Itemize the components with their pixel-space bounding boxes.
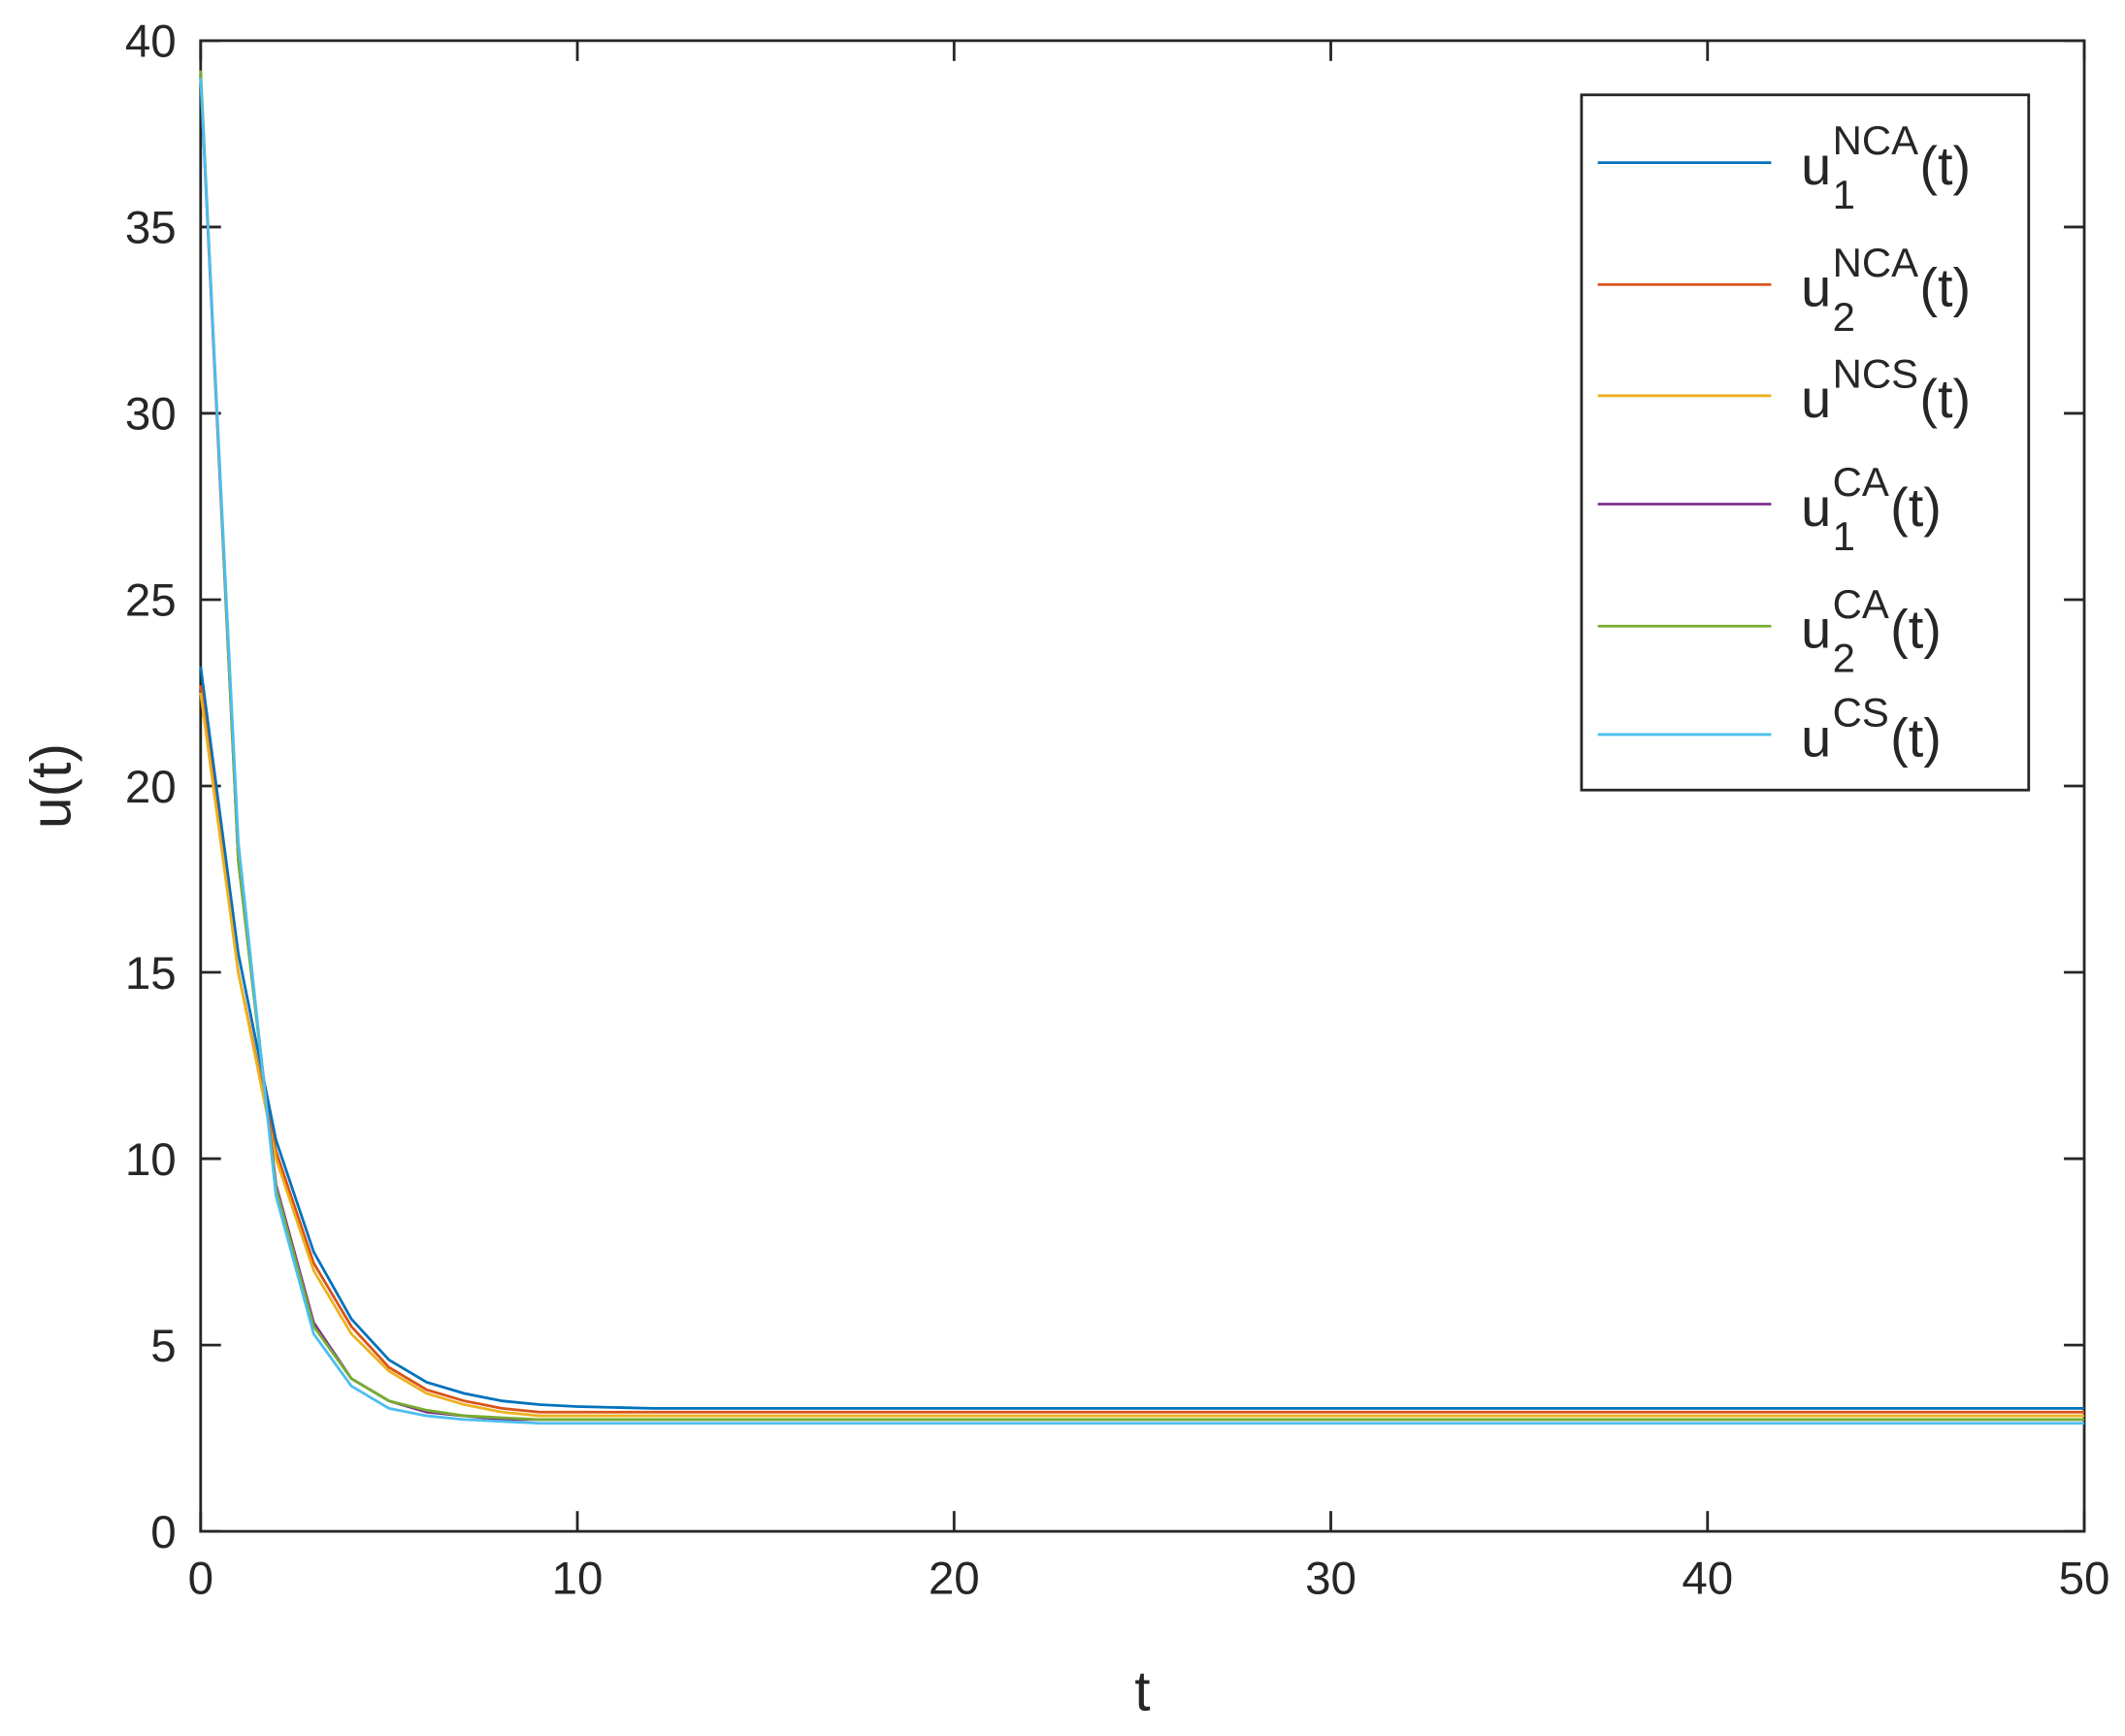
y-tick-label: 35 (125, 203, 177, 254)
x-tick-label: 40 (1682, 1553, 1733, 1604)
series-line (199, 685, 2085, 1414)
series-line (199, 78, 2085, 1425)
legend-label-rest: (t) (1919, 257, 1971, 318)
legend-label: u (1801, 368, 1831, 429)
x-tick-label: 30 (1305, 1553, 1357, 1604)
legend-label: u (1801, 599, 1831, 660)
series-line (199, 666, 2085, 1410)
x-tick-label: 0 (188, 1553, 213, 1604)
y-tick-label: 30 (125, 389, 177, 441)
y-tick-label: 0 (150, 1507, 176, 1558)
x-axis-label: t (1134, 1659, 1150, 1722)
legend-label-sup: NCS (1833, 350, 1918, 396)
legend-label: u (1801, 257, 1831, 318)
legend-label-sup: CS (1833, 690, 1889, 736)
y-axis-label: u(t) (20, 743, 83, 829)
legend-label: u (1801, 135, 1831, 196)
y-tick-label: 15 (125, 948, 177, 999)
legend-label-sup: NCA (1833, 117, 1918, 163)
legend-label-rest: (t) (1919, 135, 1971, 196)
y-tick-label: 20 (125, 762, 177, 813)
legend-label-rest: (t) (1919, 368, 1971, 429)
y-tick-label: 10 (125, 1134, 177, 1186)
legend-label-rest: (t) (1890, 706, 1942, 768)
x-tick-label: 10 (552, 1553, 604, 1604)
legend-label: u (1801, 706, 1831, 768)
series-line (199, 692, 2085, 1418)
legend-label-rest: (t) (1890, 599, 1942, 660)
legend-label-sup: NCA (1833, 240, 1918, 285)
x-tick-label: 50 (2059, 1553, 2110, 1604)
x-tick-label: 20 (929, 1553, 980, 1604)
legend-label-sup: CA (1833, 581, 1889, 627)
legend-label-rest: (t) (1890, 476, 1942, 538)
legend-box (1580, 93, 2031, 792)
y-tick-label: 40 (125, 16, 177, 68)
legend-label: u (1801, 476, 1831, 538)
legend-label-sub: 2 (1833, 636, 1855, 681)
y-tick-label: 5 (150, 1321, 176, 1372)
legend-label-sub: 1 (1833, 513, 1855, 559)
legend-label-sub: 1 (1833, 172, 1855, 217)
legend-label-sub: 2 (1833, 294, 1855, 340)
y-tick-label: 25 (125, 575, 177, 627)
legend-label-sup: CA (1833, 459, 1889, 505)
series-line (199, 70, 2085, 1422)
